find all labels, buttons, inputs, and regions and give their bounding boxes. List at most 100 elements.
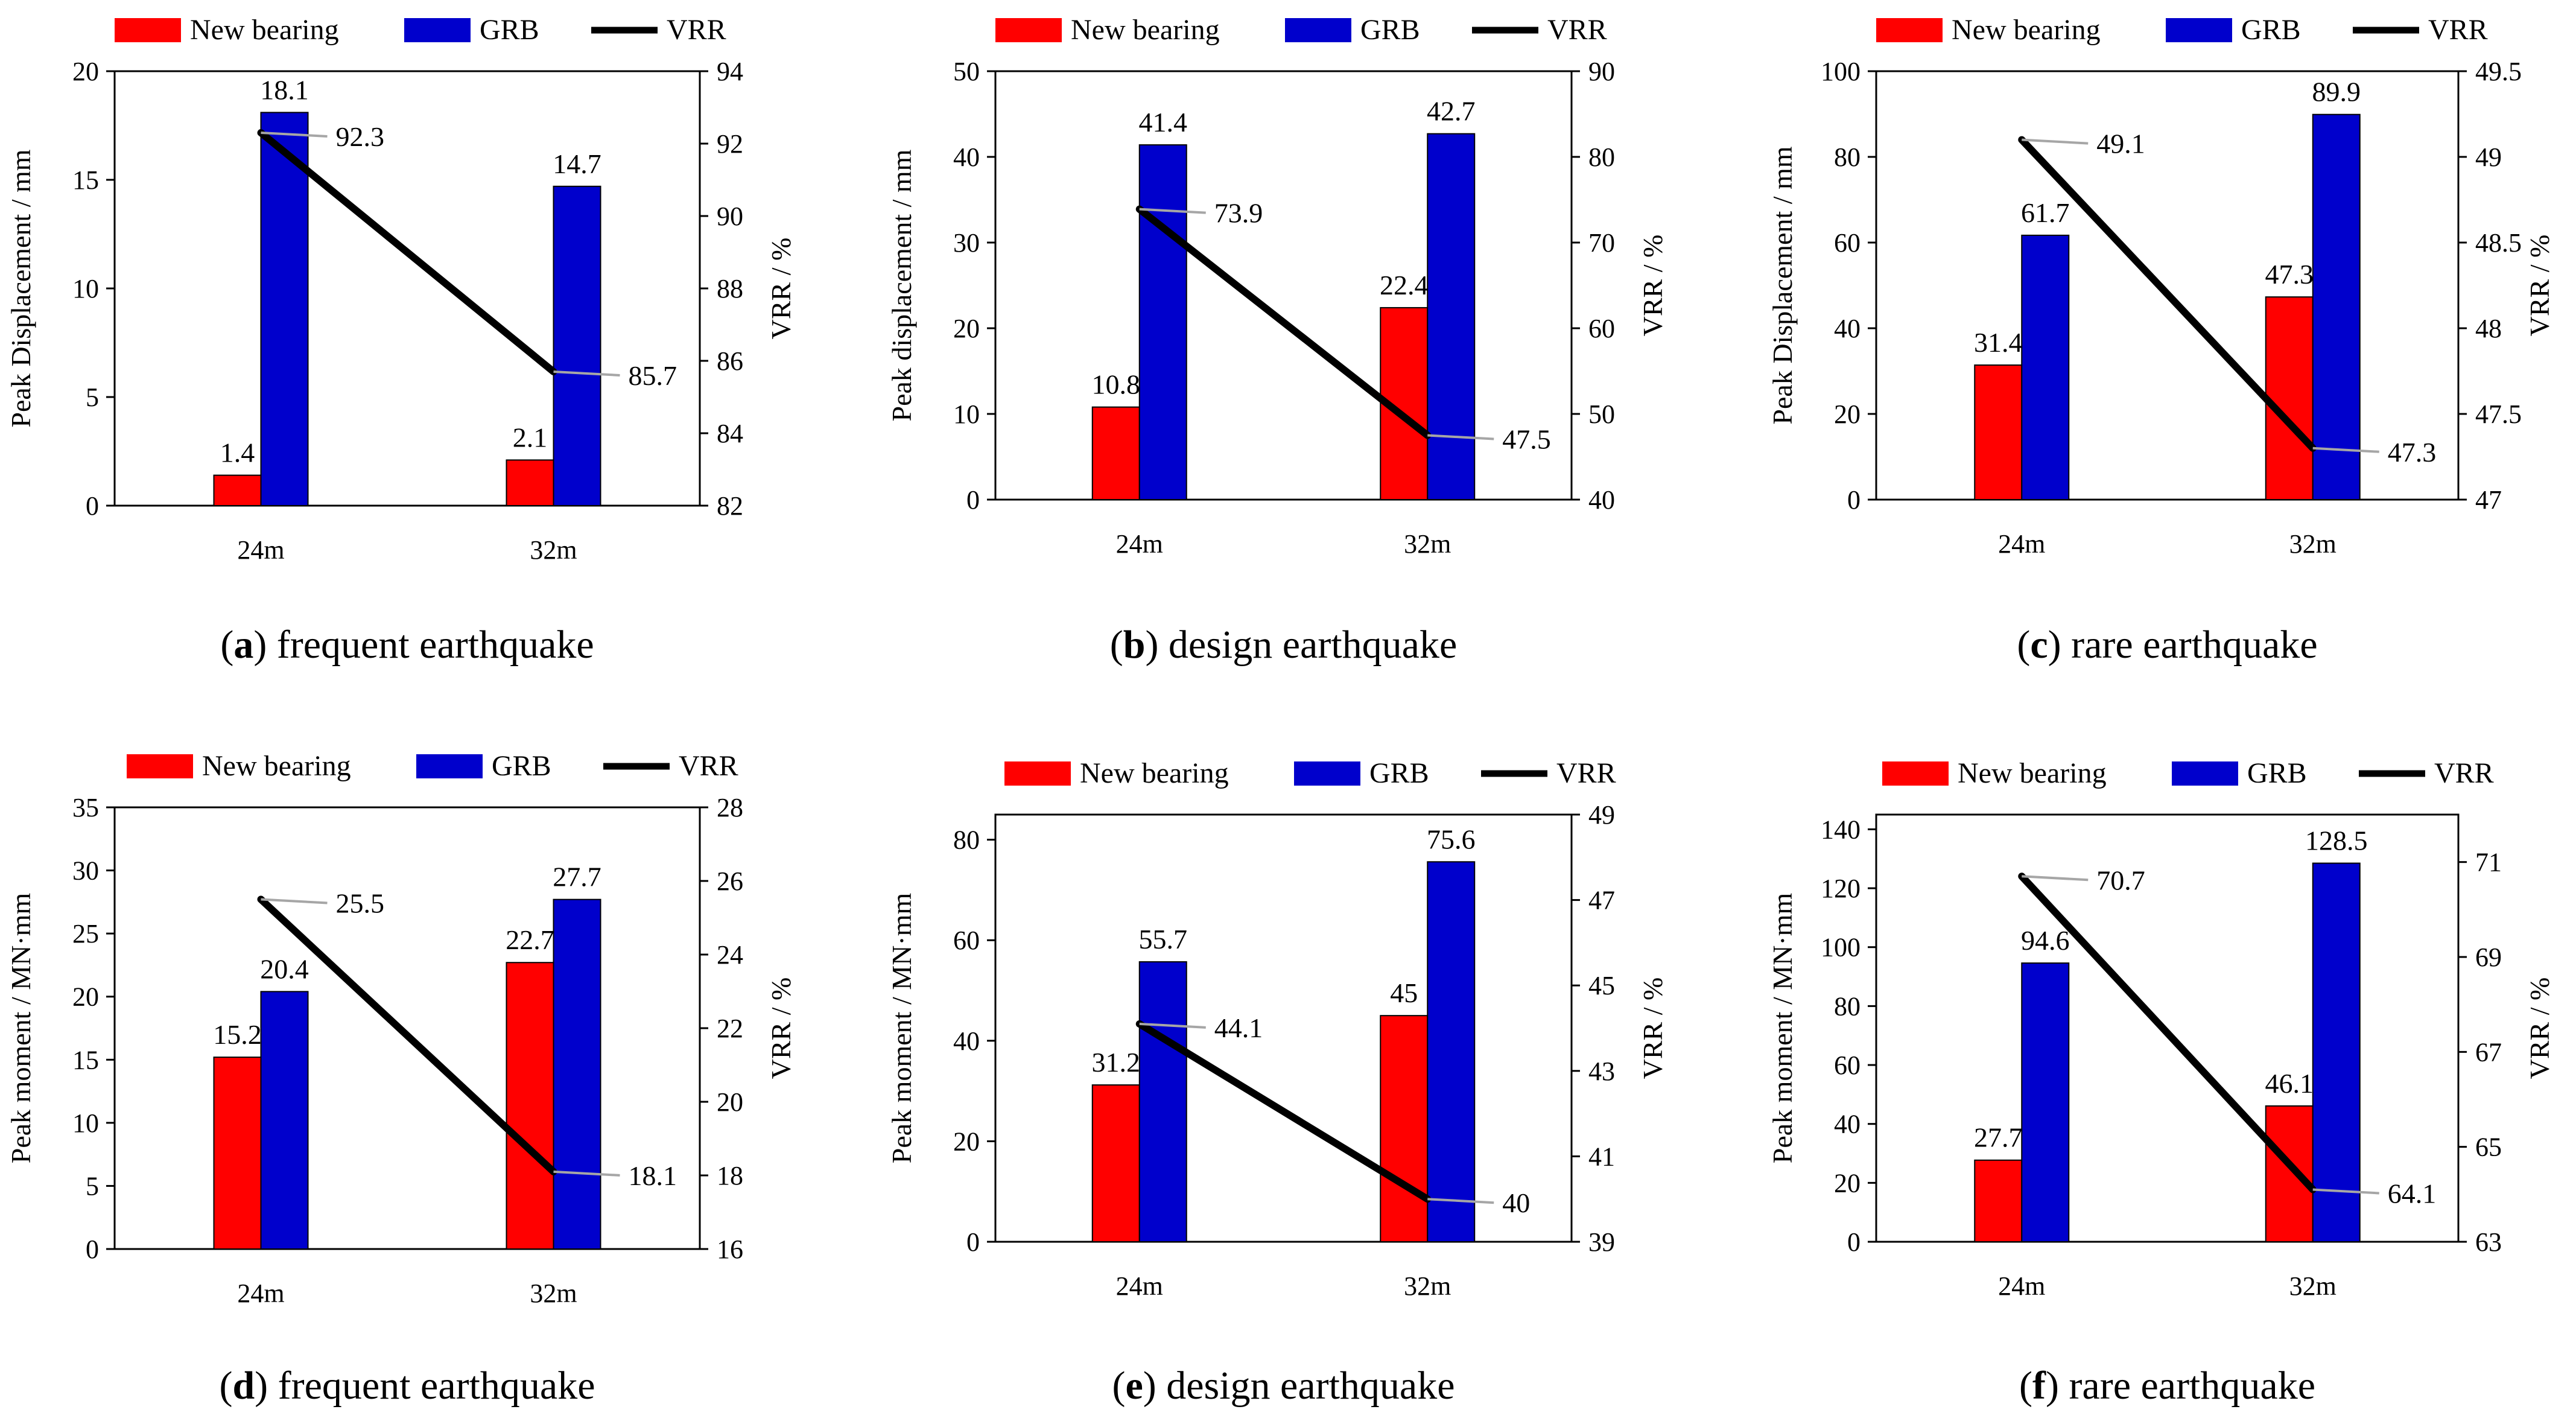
bar-value-label: 1.4 — [220, 437, 255, 468]
legend-label-new-bearing: New bearing — [1952, 14, 2101, 46]
vrr-value-label: 47.3 — [2388, 437, 2437, 468]
y-tick-label: 0 — [1847, 1227, 1861, 1257]
vrr-value-label: 18.1 — [629, 1160, 677, 1191]
plot-frame — [113, 70, 701, 507]
x-category-label: 24m — [237, 535, 284, 565]
bar-grb-32m — [2312, 113, 2361, 500]
legend-label-vrr: VRR — [1547, 14, 1607, 46]
vrr-leader-line — [2312, 447, 2379, 453]
bar-value-label: 15.2 — [213, 1019, 262, 1050]
panel-letter: e — [1125, 1364, 1143, 1408]
y-tick-label: 60 — [1834, 1051, 1861, 1080]
y2-tick-label: 47 — [2475, 485, 2502, 515]
legend-label-vrr: VRR — [1556, 757, 1616, 789]
x-category-label: 32m — [530, 535, 577, 565]
bar-value-label: 2.1 — [513, 422, 548, 453]
vrr-value-label: 92.3 — [336, 121, 385, 152]
vrr-line — [257, 129, 557, 375]
chart-panel-e: New bearing GRB VRR 0 20 40 60 80 39 41 43 45 47 49 Pe… — [886, 757, 1668, 1408]
y-tick-label: 80 — [953, 825, 980, 855]
y2-axis-title: VRR / % — [2524, 977, 2555, 1079]
legend-label-new-bearing: New bearing — [202, 750, 351, 782]
bar-value-label: 94.6 — [2021, 925, 2070, 956]
bar-grb-24m — [260, 991, 309, 1250]
vrr-leader-line — [1139, 1022, 1206, 1029]
y-tick-label: 20 — [72, 982, 99, 1012]
legend: New bearing GRB VRR — [1876, 14, 2488, 46]
bar-value-label: 45 — [1390, 977, 1418, 1008]
x-category-label: 24m — [1116, 529, 1163, 559]
vrr-value-label: 70.7 — [2096, 865, 2145, 895]
y-tick-label: 30 — [72, 856, 99, 886]
x-category-label: 32m — [530, 1279, 577, 1308]
y2-tick-label: 88 — [717, 274, 743, 304]
plot-frame — [1875, 813, 2460, 1243]
panel-caption: (f) rare earthquake — [2019, 1364, 2315, 1408]
vrr-leader-line — [261, 132, 328, 138]
legend-label-grb: GRB — [1369, 757, 1429, 789]
bar-value-label: 75.6 — [1427, 824, 1476, 854]
y2-axis-title: VRR / % — [1637, 235, 1668, 337]
vrr-value-label: 73.9 — [1214, 198, 1263, 229]
y2-tick-label: 24 — [717, 940, 743, 970]
y2-tick-label: 49 — [1588, 800, 1615, 830]
bar-value-label: 47.3 — [2265, 259, 2314, 290]
y-tick-label: 60 — [1834, 228, 1861, 258]
bar-grb-24m — [1138, 144, 1187, 500]
y2-tick-label: 67 — [2475, 1037, 2502, 1067]
vrr-leader-line — [553, 1170, 620, 1177]
vrr-leader-line — [2022, 138, 2089, 145]
legend-label-new-bearing: New bearing — [190, 14, 339, 46]
plot-frame — [1875, 70, 2460, 501]
plot-frame — [994, 70, 1573, 501]
y2-tick-label: 48 — [2475, 314, 2502, 343]
y2-tick-label: 49.5 — [2475, 57, 2522, 86]
bar-value-label: 10.8 — [1092, 369, 1141, 400]
y-tick-label: 15 — [72, 1045, 99, 1075]
plot-frame — [113, 806, 701, 1250]
vrr-value-label: 49.1 — [2096, 129, 2145, 159]
x-category-label: 32m — [2289, 529, 2336, 559]
y-tick-label: 5 — [86, 383, 99, 412]
bar-value-label: 31.4 — [1974, 327, 2023, 358]
legend-label-grb: GRB — [492, 750, 551, 782]
y-axis-title: Peak displacement / mm — [886, 149, 917, 421]
legend-swatch-grb — [416, 754, 483, 778]
y-tick-label: 25 — [72, 919, 99, 949]
y2-tick-label: 47.5 — [2475, 399, 2522, 429]
legend-swatch-new-bearing — [1882, 761, 1949, 786]
y2-tick-label: 26 — [717, 866, 743, 896]
bar-new-bearing-24m — [1974, 364, 2023, 500]
y-tick-label: 80 — [1834, 991, 1861, 1021]
legend: New bearing GRB VRR — [127, 750, 738, 782]
panel-letter: b — [1123, 623, 1146, 667]
y2-tick-label: 84 — [717, 419, 743, 448]
bar-grb-32m — [1427, 861, 1476, 1243]
vrr-leader-line — [2312, 1188, 2379, 1195]
y-tick-label: 140 — [1821, 815, 1861, 844]
panel-letter: f — [2032, 1364, 2046, 1408]
vrr-leader-line — [2022, 875, 2089, 882]
x-category-label: 24m — [237, 1279, 284, 1308]
bar-value-label: 61.7 — [2021, 197, 2070, 228]
y2-tick-label: 70 — [1588, 228, 1615, 258]
y-tick-label: 40 — [953, 142, 980, 172]
y-tick-label: 100 — [1821, 57, 1861, 86]
y2-tick-label: 90 — [717, 202, 743, 231]
y2-tick-label: 65 — [2475, 1133, 2502, 1162]
y2-tick-label: 45 — [1588, 971, 1615, 1000]
chart-panel-f: New bearing GRB VRR 0 20 40 60 80 100 120 140 63 65 6… — [1767, 757, 2555, 1408]
bar-value-label: 27.7 — [553, 862, 601, 892]
bar-value-label: 22.4 — [1380, 270, 1429, 300]
legend-swatch-grb — [1294, 761, 1360, 786]
bar-value-label: 14.7 — [553, 148, 601, 179]
bar-grb-24m — [2021, 234, 2070, 500]
bar-value-label: 27.7 — [1974, 1122, 2023, 1153]
bar-grb-32m — [553, 185, 601, 506]
y-tick-label: 40 — [953, 1026, 980, 1056]
y2-tick-label: 18 — [717, 1161, 743, 1190]
chart-panel-a: New bearing GRB VRR 0 5 10 15 20 82 84 86 88 90 92 94 P… — [5, 14, 796, 667]
bar-new-bearing-24m — [213, 1057, 262, 1250]
panel-caption: (e) design earthquake — [1112, 1364, 1455, 1408]
legend-label-vrr: VRR — [2428, 14, 2488, 46]
